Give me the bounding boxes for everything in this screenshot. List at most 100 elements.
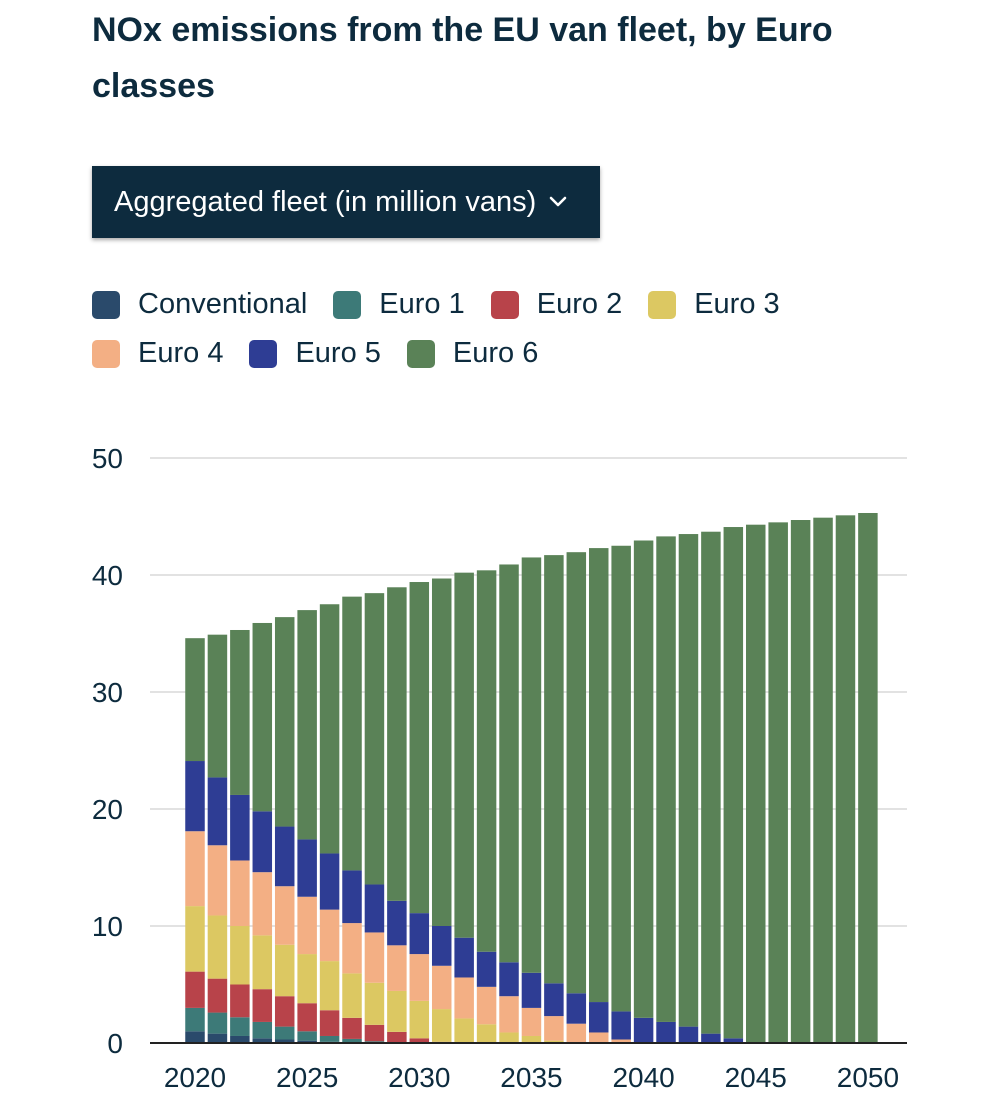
bar-segment bbox=[364, 932, 385, 983]
bar-segment bbox=[476, 1024, 497, 1043]
bar-segment bbox=[185, 638, 205, 762]
bar-segment bbox=[454, 572, 474, 938]
bar-segment bbox=[387, 990, 407, 1032]
bar-segment bbox=[297, 1003, 317, 1032]
bar-segment bbox=[476, 986, 497, 1025]
bar-segment bbox=[678, 1026, 699, 1043]
bar-segment bbox=[230, 984, 250, 1018]
legend-item-euro-1[interactable]: Euro 1 bbox=[333, 288, 465, 321]
chevron-down-icon[interactable] bbox=[548, 192, 568, 212]
legend-label: Euro 5 bbox=[295, 337, 381, 369]
bar-segment bbox=[274, 1039, 295, 1043]
legend-row: Conventional Euro 1 Euro 2 Euro 3 bbox=[92, 280, 952, 329]
bar-segment bbox=[252, 622, 273, 812]
bar-segment bbox=[454, 1018, 474, 1043]
bar-segment bbox=[319, 604, 340, 854]
fleet-view-dropdown[interactable]: Aggregated fleet (in million vans) bbox=[92, 166, 600, 238]
bar-segment bbox=[544, 983, 564, 1017]
bar-segment bbox=[454, 937, 474, 978]
bar-segment bbox=[544, 1016, 564, 1041]
bar-segment bbox=[319, 1035, 340, 1042]
bar-segment bbox=[454, 977, 474, 1019]
bar-segment bbox=[252, 811, 273, 873]
bar-segment bbox=[230, 629, 250, 795]
bar-segment bbox=[633, 1017, 654, 1043]
bar-segment bbox=[409, 913, 430, 955]
bar-segment bbox=[521, 557, 542, 973]
bar-segment bbox=[230, 1035, 250, 1043]
bar-segment bbox=[230, 794, 250, 861]
bar-segment bbox=[544, 1040, 564, 1043]
y-tick-label: 50 bbox=[92, 443, 123, 474]
bar-segment bbox=[768, 522, 788, 1043]
x-tick-label: 2020 bbox=[164, 1062, 226, 1093]
bar-segment bbox=[521, 1035, 542, 1043]
bar-segment bbox=[409, 954, 430, 1001]
legend-item-euro-2[interactable]: Euro 2 bbox=[490, 288, 622, 321]
bar-segment bbox=[342, 596, 362, 871]
bar-segment bbox=[476, 570, 497, 952]
bar-segment bbox=[185, 831, 205, 907]
bar-segment bbox=[319, 909, 340, 962]
bar-segment bbox=[387, 900, 407, 946]
legend-item-euro-6[interactable]: Euro 6 bbox=[406, 337, 539, 370]
bar-segment bbox=[364, 1024, 385, 1042]
bar-segment bbox=[611, 1011, 631, 1040]
bar-segment bbox=[588, 548, 609, 1003]
legend-label: Euro 6 bbox=[452, 337, 539, 369]
x-tick-label: 2035 bbox=[500, 1062, 562, 1093]
bar-segment bbox=[431, 965, 452, 1010]
legend-item-euro-4[interactable]: Euro 4 bbox=[92, 337, 223, 370]
bar-segment bbox=[431, 578, 452, 926]
bar-segment bbox=[387, 945, 407, 991]
bar-segment bbox=[499, 962, 519, 997]
bar-segment bbox=[678, 534, 699, 1027]
bar-segment bbox=[544, 555, 564, 984]
legend-item-euro-5[interactable]: Euro 5 bbox=[249, 337, 381, 370]
bar-segment bbox=[409, 1038, 430, 1043]
y-tick-label: 40 bbox=[92, 560, 123, 591]
bar-segment bbox=[185, 971, 205, 1008]
bar-segment bbox=[185, 906, 205, 972]
legend-swatch bbox=[406, 339, 435, 368]
chart-title: NOx emissions from the EU van fleet, by … bbox=[92, 11, 833, 105]
bar-segment bbox=[185, 761, 205, 832]
bar-segment bbox=[858, 512, 878, 1043]
bar-segment bbox=[723, 527, 744, 1039]
bar-segment bbox=[656, 1021, 676, 1043]
bar-segment bbox=[476, 951, 497, 987]
bar-segment bbox=[207, 845, 228, 916]
bar-segment bbox=[274, 996, 295, 1027]
bar-segment bbox=[297, 610, 317, 840]
bar-segment bbox=[207, 1012, 228, 1034]
bar-segment bbox=[230, 926, 250, 985]
bar-segment bbox=[207, 978, 228, 1013]
bar-segment bbox=[746, 524, 766, 1043]
bar-segment bbox=[409, 1000, 430, 1039]
legend-item-euro-3[interactable]: Euro 3 bbox=[648, 288, 780, 321]
dropdown-selected-label: Aggregated fleet (in million vans) bbox=[114, 185, 537, 218]
bar-segment bbox=[274, 944, 295, 997]
bar-segment bbox=[633, 540, 654, 1018]
bar-segment bbox=[297, 954, 317, 1004]
bar-segment bbox=[431, 1009, 452, 1042]
legend-label: Euro 1 bbox=[379, 288, 465, 320]
bar-segment bbox=[252, 1038, 273, 1043]
legend-swatch bbox=[490, 290, 519, 319]
bar-segment bbox=[274, 826, 295, 887]
bar-segment bbox=[566, 552, 587, 994]
x-tick-label: 2030 bbox=[388, 1062, 450, 1093]
y-tick-label: 30 bbox=[92, 677, 123, 708]
legend-swatch bbox=[92, 339, 120, 368]
bar-segment bbox=[701, 531, 721, 1034]
legend-swatch bbox=[249, 339, 278, 368]
bar-segment bbox=[588, 1032, 609, 1043]
bar-segment bbox=[297, 839, 317, 897]
bar-segment bbox=[588, 1002, 609, 1033]
bar-segment bbox=[297, 896, 317, 955]
bar-segment bbox=[319, 961, 340, 1011]
legend-item-conventional[interactable]: Conventional bbox=[92, 288, 307, 321]
bar-segment bbox=[790, 520, 811, 1043]
bar-segment bbox=[207, 1033, 228, 1043]
